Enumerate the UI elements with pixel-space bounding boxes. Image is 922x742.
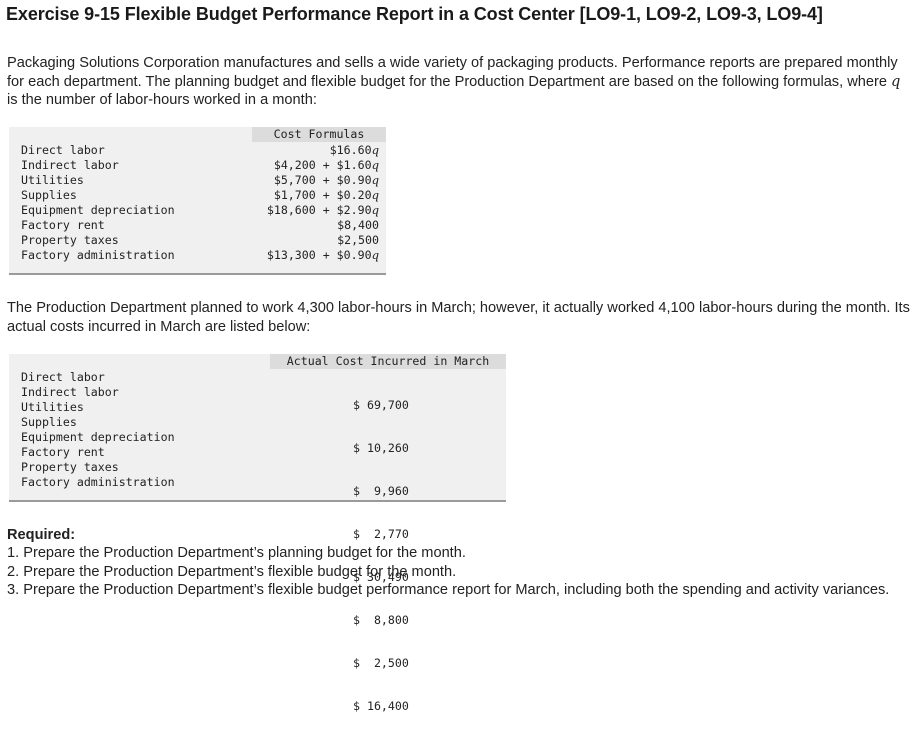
intro-paragraph: Packaging Solutions Corporation manufact…: [7, 54, 912, 110]
row-label: Indirect labor: [21, 158, 119, 172]
required-section: Required: 1. Prepare the Production Depa…: [7, 526, 912, 599]
actual-costs-labels: Direct labor Indirect labor Utilities Su…: [21, 370, 175, 490]
formula-text: $5,700 + $0.90: [273, 173, 372, 187]
middle-paragraph: The Production Department planned to wor…: [7, 300, 910, 335]
row-label: Property taxes: [21, 233, 119, 247]
formula-text: $16.60: [329, 143, 372, 157]
q-variable: q: [891, 72, 901, 90]
row-label: Factory administration: [21, 475, 175, 489]
row-label: Utilities: [21, 400, 84, 414]
cost-formulas-header: Cost Formulas: [252, 127, 386, 142]
row-label: Direct labor: [21, 143, 105, 157]
q-variable: q: [371, 248, 379, 262]
q-variable: q: [371, 143, 379, 157]
actual-costs-header: Actual Cost Incurred in March: [270, 354, 506, 369]
required-heading: Required:: [7, 527, 76, 543]
intro-text-end: is the number of labor-hours worked in a…: [7, 92, 317, 108]
intro-text: Packaging Solutions Corporation manufact…: [7, 55, 898, 90]
formula-cell: $13,300 + $0.90q: [267, 248, 379, 263]
row-label: Indirect labor: [21, 385, 119, 399]
formula-cell: $2,500: [267, 233, 379, 248]
amount-cell: $ 9,960: [353, 484, 409, 498]
formula-cell: $4,200 + $1.60q: [267, 158, 379, 173]
cost-formulas-values: $16.60q $4,200 + $1.60q $5,700 + $0.90q …: [267, 143, 379, 263]
row-label: Factory administration: [21, 248, 175, 262]
amount-cell: $ 30,490: [353, 570, 409, 584]
formula-cell: $18,600 + $2.90q: [267, 203, 379, 218]
formula-cell: $8,400: [267, 218, 379, 233]
formula-text: $4,200 + $1.60: [273, 158, 372, 172]
q-variable: q: [371, 188, 379, 202]
formula-text: $8,400: [337, 218, 379, 232]
row-label: Property taxes: [21, 460, 119, 474]
formula-cell: $16.60q: [267, 143, 379, 158]
row-label: Equipment depreciation: [21, 430, 175, 444]
formula-cell: $1,700 + $0.20q: [267, 188, 379, 203]
formula-text: $2,500: [337, 233, 379, 247]
formula-cell: $5,700 + $0.90q: [267, 173, 379, 188]
actual-costs-table: Actual Cost Incurred in March Direct lab…: [9, 354, 506, 713]
amount-cell: $ 10,260: [353, 441, 409, 455]
amount-cell: $ 2,770: [353, 527, 409, 541]
row-label: Supplies: [21, 415, 77, 429]
row-label: Supplies: [21, 188, 77, 202]
formula-text: $13,300 + $0.90: [266, 248, 372, 262]
required-item: 3. Prepare the Production Department’s f…: [7, 581, 890, 598]
amount-cell: $ 2,500: [353, 656, 409, 670]
row-label: Factory rent: [21, 445, 105, 459]
exercise-title: Exercise 9-15 Flexible Budget Performanc…: [6, 4, 823, 24]
required-list: 1. Prepare the Production Department’s p…: [7, 544, 912, 599]
q-variable: q: [371, 173, 379, 187]
row-label: Utilities: [21, 173, 84, 187]
q-variable: q: [371, 203, 379, 217]
q-variable: q: [371, 158, 379, 172]
row-label: Direct labor: [21, 370, 105, 384]
amount-cell: $ 8,800: [353, 613, 409, 627]
formula-text: $18,600 + $2.90: [266, 203, 372, 217]
cost-formulas-labels: Direct labor Indirect labor Utilities Su…: [21, 143, 175, 263]
amount-cell: $ 69,700: [353, 398, 409, 412]
amount-cell: $ 16,400: [353, 699, 409, 713]
cost-formulas-table: Cost Formulas Direct labor Indirect labo…: [9, 127, 386, 275]
formula-text: $1,700 + $0.20: [273, 188, 372, 202]
required-item: 2. Prepare the Production Department’s f…: [7, 563, 457, 580]
required-item: 1. Prepare the Production Department’s p…: [7, 545, 466, 562]
row-label: Equipment depreciation: [21, 203, 175, 217]
row-label: Factory rent: [21, 218, 105, 232]
